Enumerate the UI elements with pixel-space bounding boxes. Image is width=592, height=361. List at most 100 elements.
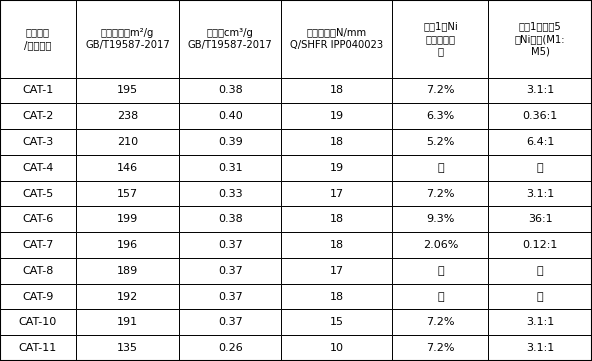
- Text: 7.2%: 7.2%: [426, 86, 455, 96]
- Bar: [281, 155, 392, 180]
- Text: 3.1:1: 3.1:1: [526, 317, 554, 327]
- Text: 孔容，cm³/g
GB/T19587-2017: 孔容，cm³/g GB/T19587-2017: [188, 27, 273, 50]
- Bar: [179, 103, 281, 129]
- Bar: [76, 0, 179, 78]
- Bar: [281, 335, 392, 361]
- Bar: [0, 232, 76, 258]
- Text: CAT-9: CAT-9: [22, 292, 53, 301]
- Bar: [179, 155, 281, 180]
- Bar: [179, 0, 281, 78]
- Text: 0.40: 0.40: [218, 111, 243, 121]
- Text: 0.37: 0.37: [218, 292, 243, 301]
- Bar: [76, 335, 179, 361]
- Text: 199: 199: [117, 214, 138, 224]
- Bar: [392, 180, 488, 206]
- Bar: [179, 284, 281, 309]
- Text: 192: 192: [117, 292, 138, 301]
- Bar: [281, 284, 392, 309]
- Text: 压碎强度，N/mm
Q/SHFR IPP040023: 压碎强度，N/mm Q/SHFR IPP040023: [290, 27, 384, 50]
- Bar: [392, 129, 488, 155]
- Bar: [179, 78, 281, 103]
- Bar: [392, 0, 488, 78]
- Text: 17: 17: [330, 266, 344, 276]
- Text: 无: 无: [437, 292, 444, 301]
- Text: 无: 无: [437, 163, 444, 173]
- Bar: [392, 78, 488, 103]
- Text: 0.26: 0.26: [218, 343, 243, 353]
- Bar: [76, 232, 179, 258]
- Bar: [281, 232, 392, 258]
- Bar: [392, 103, 488, 129]
- Text: 无: 无: [537, 163, 543, 173]
- Text: 步骤1中Ni
与分子筛比
例: 步骤1中Ni 与分子筛比 例: [423, 21, 458, 56]
- Text: 189: 189: [117, 266, 138, 276]
- Bar: [392, 155, 488, 180]
- Bar: [281, 258, 392, 284]
- Text: 0.39: 0.39: [218, 137, 243, 147]
- Bar: [0, 284, 76, 309]
- Bar: [179, 180, 281, 206]
- Bar: [76, 180, 179, 206]
- Bar: [281, 180, 392, 206]
- Text: 36:1: 36:1: [528, 214, 552, 224]
- Text: 0.37: 0.37: [218, 266, 243, 276]
- Text: 18: 18: [330, 137, 344, 147]
- Text: CAT-4: CAT-4: [22, 163, 53, 173]
- Bar: [0, 0, 76, 78]
- Text: 135: 135: [117, 343, 138, 353]
- Text: CAT-10: CAT-10: [19, 317, 57, 327]
- Text: 196: 196: [117, 240, 138, 250]
- Bar: [281, 103, 392, 129]
- Bar: [179, 309, 281, 335]
- Text: 0.38: 0.38: [218, 86, 243, 96]
- Text: 15: 15: [330, 317, 344, 327]
- Bar: [488, 78, 592, 103]
- Text: 0.12:1: 0.12:1: [523, 240, 558, 250]
- Bar: [76, 284, 179, 309]
- Bar: [76, 206, 179, 232]
- Bar: [76, 78, 179, 103]
- Bar: [488, 103, 592, 129]
- Text: 6.4:1: 6.4:1: [526, 137, 554, 147]
- Text: 0.38: 0.38: [218, 214, 243, 224]
- Text: 2.06%: 2.06%: [423, 240, 458, 250]
- Text: 9.3%: 9.3%: [426, 214, 455, 224]
- Bar: [488, 232, 592, 258]
- Bar: [392, 232, 488, 258]
- Bar: [392, 335, 488, 361]
- Bar: [488, 284, 592, 309]
- Text: CAT-3: CAT-3: [22, 137, 53, 147]
- Bar: [179, 206, 281, 232]
- Text: 步骤1与步骤5
中Ni比例(M1:
M5): 步骤1与步骤5 中Ni比例(M1: M5): [515, 21, 565, 56]
- Bar: [488, 155, 592, 180]
- Bar: [76, 155, 179, 180]
- Bar: [179, 232, 281, 258]
- Text: 7.2%: 7.2%: [426, 343, 455, 353]
- Text: 18: 18: [330, 240, 344, 250]
- Text: CAT-5: CAT-5: [22, 188, 53, 199]
- Bar: [488, 335, 592, 361]
- Bar: [0, 335, 76, 361]
- Bar: [0, 78, 76, 103]
- Bar: [488, 180, 592, 206]
- Bar: [0, 180, 76, 206]
- Text: 0.37: 0.37: [218, 240, 243, 250]
- Text: 载体编号
/测试方法: 载体编号 /测试方法: [24, 27, 52, 50]
- Bar: [0, 129, 76, 155]
- Text: 无: 无: [537, 266, 543, 276]
- Bar: [488, 258, 592, 284]
- Text: CAT-8: CAT-8: [22, 266, 53, 276]
- Bar: [281, 309, 392, 335]
- Text: CAT-1: CAT-1: [22, 86, 53, 96]
- Text: 0.37: 0.37: [218, 317, 243, 327]
- Bar: [281, 0, 392, 78]
- Text: CAT-11: CAT-11: [19, 343, 57, 353]
- Text: 3.1:1: 3.1:1: [526, 188, 554, 199]
- Text: 191: 191: [117, 317, 138, 327]
- Bar: [392, 258, 488, 284]
- Bar: [0, 103, 76, 129]
- Bar: [281, 129, 392, 155]
- Bar: [392, 309, 488, 335]
- Bar: [392, 284, 488, 309]
- Bar: [0, 155, 76, 180]
